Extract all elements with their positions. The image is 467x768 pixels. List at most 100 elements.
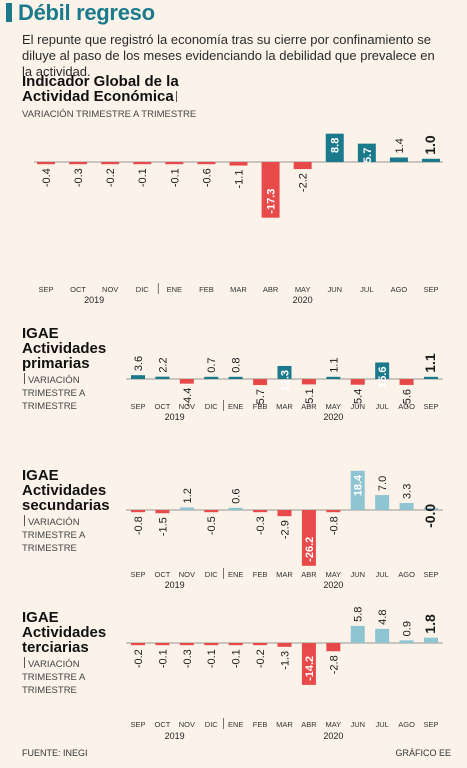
category-label: DIC [205,720,219,729]
bar [326,510,341,513]
category-label: ABR [301,570,317,579]
data-label: -26.2 [304,537,316,562]
bar [155,376,170,379]
year-label: 2019 [165,412,185,422]
data-label: 15.6 [377,366,389,387]
category-label: DIC [205,570,219,579]
category-label: DIC [136,285,150,294]
data-label: 5.8 [353,607,365,622]
category-label: JUL [360,285,373,294]
data-label: -0.1 [231,649,243,668]
category-label: NOV [179,570,195,579]
data-label: -1.1 [234,170,246,189]
bar [204,510,219,513]
bar [155,643,170,646]
data-label: 1.2 [182,488,194,503]
bar [325,133,344,162]
bar [204,376,219,379]
data-label: 7.0 [377,476,389,491]
chart4-subtitle-line: VARIACIÓN [22,657,85,671]
data-label: -0.6 [201,168,213,187]
title-accent-bar [6,3,12,22]
chart2-title: IGAE Actividades primarias [22,326,106,371]
data-label: 18.4 [353,474,365,496]
data-label: 0.8 [231,358,243,373]
bar [357,143,376,162]
category-label: FEB [253,570,268,579]
data-label: -0.2 [133,649,145,668]
bar [399,379,414,385]
data-label: 1.8 [422,614,438,634]
bar [253,510,268,513]
bar [228,376,243,379]
data-label: 1.0 [422,135,438,155]
subtitle-divider [24,657,25,668]
year-label: 2020 [323,580,343,590]
category-label: OCT [154,720,170,729]
bar [253,379,268,386]
category-label: SEP [130,402,145,411]
bar [253,643,268,646]
bar [399,640,414,643]
bar [301,510,316,566]
category-label: SEP [130,720,145,729]
category-label: AGO [391,285,408,294]
chart4-title-line: IGAE [22,609,59,626]
data-label: -0.1 [137,168,149,187]
bar [131,375,145,379]
data-label: 3.6 [133,356,145,371]
chart4-title: IGAE Actividades terciarias [22,610,106,655]
data-label: -2.2 [298,173,310,192]
category-label: ENE [228,720,243,729]
chart3-title-line: Actividades [22,482,107,499]
category-label: SEP [130,570,145,579]
bar [179,379,194,384]
data-label: 2.2 [157,357,169,372]
chart3-subtitle-line: VARIACIÓN [22,515,85,529]
data-label: -0.2 [105,168,117,187]
bar [261,162,280,218]
data-label: -1.5 [157,517,169,536]
bar [350,379,365,385]
category-label: MAR [230,285,247,294]
chart1-title: Indicador Global de la Actividad Económi… [22,74,180,104]
category-label: FEB [253,720,268,729]
data-label: -0.8 [328,516,340,535]
data-label: -0.1 [157,649,169,668]
category-label: JUL [375,402,388,411]
category-label: ENE [228,402,243,411]
category-label: JUL [375,720,388,729]
category-label: SEP [38,285,53,294]
category-label: SEP [423,285,438,294]
category-label: ENE [167,285,182,294]
year-label: 2019 [84,295,104,305]
bar [277,365,292,379]
chart-4: -0.2 SEP -0.1 OCT -0.3 NOV -0.1 DIC -0.1 ENE -0.2 F… [126,607,443,741]
year-label: 2020 [323,412,343,422]
chart3-subtitle-line: TRIMESTRE A [22,530,86,541]
bar [131,510,145,513]
category-label: OCT [154,402,170,411]
category-label: AGO [398,720,415,729]
subtitle-divider [24,373,25,384]
year-label: 2019 [165,580,185,590]
category-label: JUN [350,402,365,411]
chart1-title-line: Actividad Económica [22,89,180,104]
category-label: ABR [263,285,279,294]
data-label: -4.4 [182,388,194,407]
data-label: 1.1 [422,353,438,373]
chart2-title-line: primarias [22,355,90,372]
bar [204,643,219,646]
data-label: 0.7 [206,358,218,373]
bar [422,158,440,162]
bar [37,162,55,165]
data-label: -0.3 [73,168,85,187]
category-label: FEB [199,285,214,294]
data-label: 12.3 [280,370,292,391]
category-label: ABR [301,402,317,411]
page-title: Débil regreso [18,0,155,25]
chart4-subtitle: VARIACIÓN TRIMESTRE A TRIMESTRE [22,657,85,697]
year-label: 2020 [323,731,343,741]
